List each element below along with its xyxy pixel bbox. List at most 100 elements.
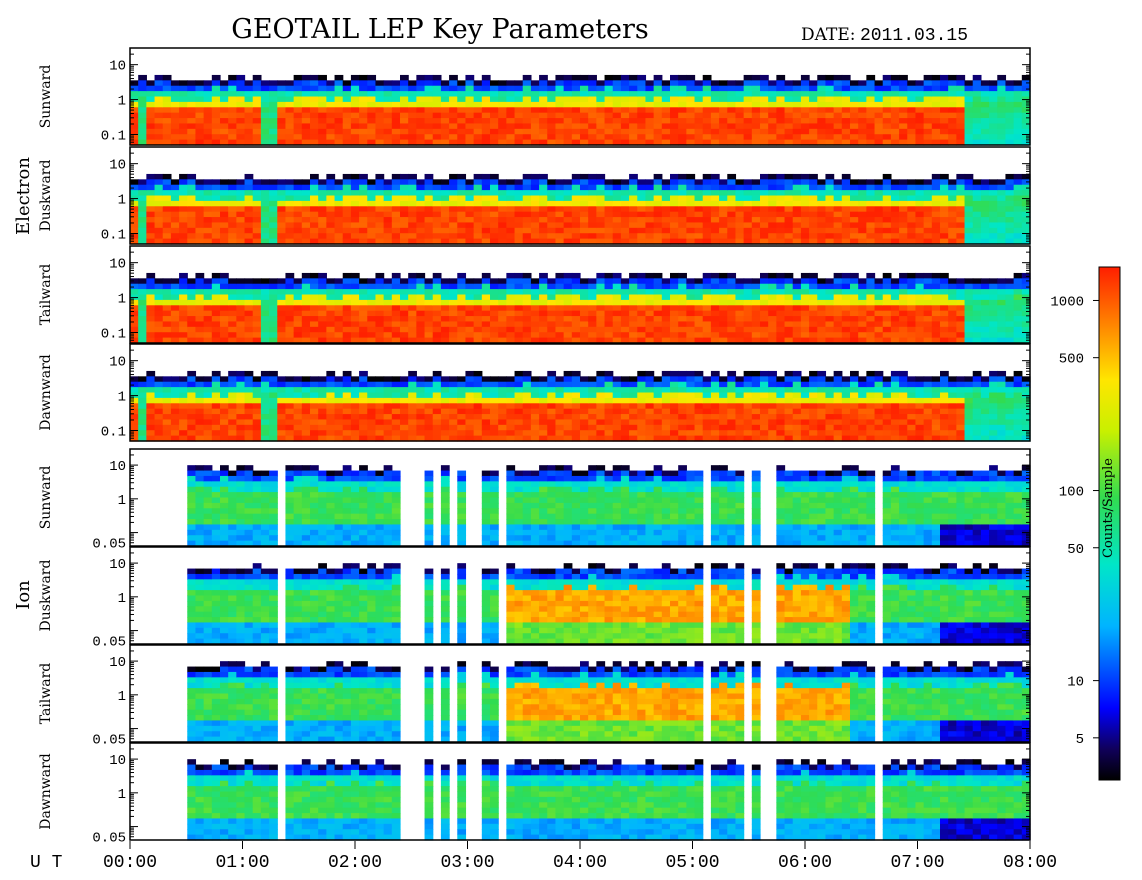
heatmap-cell: [146, 397, 156, 404]
heatmap-cell: [825, 222, 835, 229]
heatmap-cell: [956, 200, 966, 207]
heatmap-cell: [326, 233, 336, 240]
heatmap-cell: [670, 85, 679, 92]
heatmap-cell: [195, 190, 205, 197]
heatmap-cell: [522, 337, 532, 344]
heatmap-cell: [162, 91, 172, 98]
heatmap-cell: [195, 85, 205, 92]
heatmap-cell: [318, 414, 327, 421]
heatmap-cell: [170, 96, 180, 103]
heatmap-cell: [539, 408, 548, 415]
heatmap-cell: [465, 211, 475, 218]
heatmap-cell: [367, 195, 377, 202]
heatmap-cell: [236, 91, 246, 98]
heatmap-cell: [359, 134, 368, 141]
heatmap-cell: [220, 408, 229, 415]
heatmap-cell: [800, 91, 810, 98]
heatmap-cell: [359, 217, 368, 224]
heatmap-cell: [719, 206, 728, 213]
heatmap-cell: [490, 112, 499, 119]
heatmap-cell: [522, 112, 532, 119]
heatmap-cell: [432, 184, 442, 191]
heatmap-cell: [506, 403, 516, 410]
heatmap-cell: [367, 299, 377, 306]
heatmap-cell: [220, 179, 229, 186]
heatmap-cell: [972, 206, 982, 213]
heatmap-cell: [637, 91, 647, 98]
heatmap-cell: [187, 278, 197, 285]
heatmap-cell: [604, 316, 614, 323]
heatmap-cell: [530, 91, 540, 98]
heatmap-cell: [997, 128, 1007, 135]
heatmap-cell: [252, 332, 262, 339]
heatmap-cell: [440, 403, 450, 410]
heatmap-cell: [890, 118, 900, 125]
heatmap-cell: [940, 85, 949, 92]
heatmap-cell: [211, 419, 221, 426]
heatmap-cell: [498, 233, 507, 240]
heatmap-cell: [907, 337, 917, 344]
heatmap-cell: [539, 112, 548, 119]
heatmap-cell: [956, 326, 966, 333]
heatmap-cell: [760, 123, 769, 130]
heatmap-cell: [473, 392, 483, 399]
heatmap-cell: [825, 107, 835, 114]
heatmap-cell: [735, 326, 745, 333]
heatmap-cell: [915, 128, 925, 135]
heatmap-cell: [563, 305, 573, 312]
heatmap-cell: [530, 107, 540, 114]
heatmap-cell: [637, 190, 647, 197]
heatmap-cell: [211, 414, 221, 421]
heatmap-cell: [465, 370, 475, 377]
heatmap-cell: [408, 96, 417, 103]
heatmap-cell: [449, 91, 458, 98]
heatmap-cell: [923, 200, 933, 207]
heatmap-cell: [318, 101, 327, 108]
heatmap-cell: [277, 419, 287, 426]
heatmap-cell: [571, 305, 581, 312]
heatmap-cell: [980, 211, 990, 218]
heatmap-cell: [645, 289, 655, 296]
heatmap-cell: [440, 91, 450, 98]
heatmap-cell: [989, 211, 998, 218]
heatmap-cell: [555, 96, 565, 103]
heatmap-cell: [604, 118, 614, 125]
heatmap-cell: [948, 85, 957, 92]
heatmap-cell: [473, 294, 483, 301]
heatmap-cell: [743, 206, 753, 213]
heatmap-cell: [416, 206, 426, 213]
heatmap-cell: [1005, 233, 1015, 240]
heatmap-cell: [899, 227, 908, 234]
heatmap-cell: [571, 403, 581, 410]
heatmap-cell: [539, 387, 548, 394]
heatmap-cell: [310, 217, 319, 224]
heatmap-cell: [334, 294, 344, 301]
heatmap-cell: [269, 278, 278, 285]
heatmap-cell: [751, 112, 761, 119]
heatmap-cell: [334, 408, 344, 415]
heatmap-cell: [301, 179, 311, 186]
heatmap-cell: [375, 238, 385, 245]
heatmap-cell: [588, 179, 597, 186]
heatmap-cell: [473, 283, 483, 290]
heatmap-cell: [203, 112, 213, 119]
heatmap-cell: [719, 134, 728, 141]
heatmap-cell: [571, 91, 581, 98]
heatmap-cell: [555, 227, 565, 234]
heatmap-cell: [236, 392, 246, 399]
heatmap-cell: [530, 200, 540, 207]
heatmap-cell: [342, 200, 352, 207]
heatmap-cell: [211, 217, 221, 224]
heatmap-cell: [629, 211, 638, 218]
heatmap-cell: [743, 299, 753, 306]
heatmap-cell: [522, 408, 532, 415]
heatmap-cell: [391, 118, 401, 125]
heatmap-cell: [481, 272, 491, 279]
heatmap-cell: [547, 80, 557, 87]
heatmap-cell: [563, 272, 573, 279]
heatmap-cell: [792, 123, 802, 130]
heatmap-cell: [931, 222, 941, 229]
heatmap-cell: [236, 381, 246, 388]
heatmap-cell: [187, 392, 197, 399]
heatmap-cell: [555, 211, 565, 218]
